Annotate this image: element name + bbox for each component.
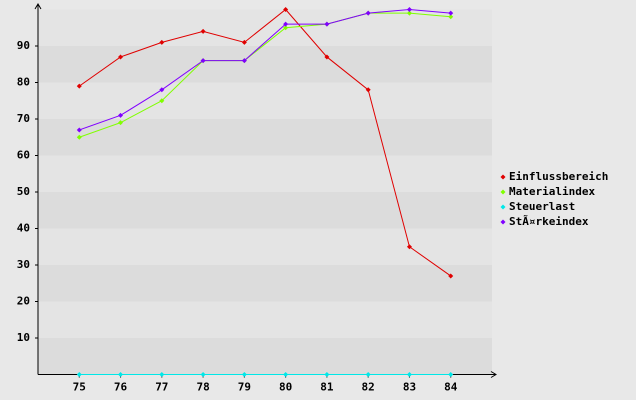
point	[118, 120, 124, 126]
point	[241, 39, 247, 45]
x-tick-label: 77	[155, 381, 168, 394]
legend-marker	[500, 204, 506, 210]
y-tick-label: 60	[17, 149, 30, 162]
y-tick-label: 40	[17, 222, 30, 235]
point	[118, 372, 124, 377]
legend-label: Materialindex	[509, 185, 595, 198]
point	[365, 372, 371, 377]
band	[38, 119, 492, 156]
point	[283, 21, 289, 27]
y-tick-label: 80	[17, 76, 30, 89]
point	[118, 112, 124, 118]
series-line	[78, 8, 452, 277]
point	[365, 10, 371, 16]
x-tick-label: 81	[320, 381, 334, 394]
point	[118, 54, 124, 60]
band	[38, 9, 492, 46]
point	[200, 28, 206, 34]
legend-marker	[500, 219, 506, 225]
legend-label: StÃ¤rkeindex	[509, 215, 589, 228]
series-line	[79, 8, 451, 131]
y-tick-label: 30	[17, 258, 30, 271]
legend-marker	[500, 174, 506, 180]
band	[38, 228, 492, 265]
x-axis-arrow	[490, 371, 497, 378]
point	[406, 244, 412, 250]
band	[38, 265, 492, 302]
x-tick-label: 82	[362, 381, 375, 394]
point	[241, 58, 247, 64]
band	[38, 155, 492, 192]
legend-label: Einflussbereich	[509, 170, 608, 183]
x-tick-label: 80	[279, 381, 292, 394]
point	[324, 54, 330, 60]
point	[324, 372, 330, 377]
band	[38, 192, 492, 229]
x-tick-label: 75	[73, 381, 86, 394]
point	[159, 87, 165, 93]
x-tick-label: 78	[196, 381, 209, 394]
legend-label: Steuerlast	[509, 200, 575, 213]
point	[241, 372, 247, 377]
band	[38, 46, 492, 83]
point	[448, 273, 454, 279]
point	[283, 25, 289, 31]
point	[76, 134, 82, 140]
x-tick-label: 79	[238, 381, 251, 394]
y-axis-arrow	[34, 3, 42, 10]
point	[200, 372, 206, 377]
y-tick-label: 20	[17, 295, 30, 308]
point	[406, 372, 412, 377]
y-tick-label: 70	[17, 112, 30, 125]
point	[76, 83, 82, 89]
point	[283, 372, 289, 377]
point	[406, 7, 412, 12]
point	[448, 14, 454, 20]
point	[406, 10, 412, 16]
point	[448, 372, 454, 377]
x-tick-label: 83	[403, 381, 416, 394]
band	[38, 82, 492, 119]
point	[283, 7, 289, 12]
point	[76, 372, 82, 377]
y-tick-label: 10	[17, 331, 30, 344]
point	[159, 372, 165, 377]
x-tick-label: 84	[444, 381, 458, 394]
point	[76, 127, 82, 133]
point	[365, 87, 371, 93]
y-tick-label: 50	[17, 185, 30, 198]
y-tick-label: 90	[17, 39, 30, 52]
series-line	[79, 12, 451, 138]
x-tick-label: 76	[114, 381, 128, 394]
legend-marker	[500, 189, 506, 195]
point	[324, 21, 330, 27]
point	[159, 98, 165, 104]
band	[38, 338, 492, 375]
band	[38, 301, 492, 338]
point	[200, 58, 206, 64]
point	[448, 10, 454, 16]
point	[159, 39, 165, 45]
